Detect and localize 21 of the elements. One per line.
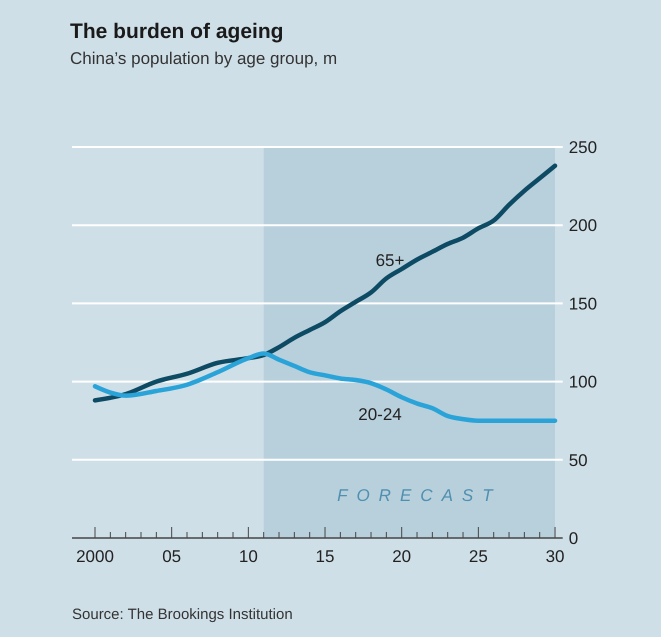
- y-tick-label: 250: [568, 138, 598, 157]
- series-label: 20-24: [358, 405, 402, 424]
- x-tick-label: 10: [238, 547, 258, 566]
- x-tick-label: 25: [468, 547, 488, 566]
- x-tick-label: 05: [162, 547, 182, 566]
- y-tick-label: 150: [568, 294, 598, 314]
- chart-subtitle: China’s population by age group, m: [70, 49, 338, 68]
- line-series: [92, 351, 558, 423]
- x-tick-label: 20: [392, 547, 412, 566]
- x-tick-label: 15: [316, 547, 334, 566]
- y-tick-label: 0: [568, 528, 578, 548]
- line-series: [92, 164, 558, 403]
- band-label: FORECAST: [337, 486, 502, 505]
- series-label: 65+: [376, 251, 404, 270]
- y-tick-label: 100: [568, 372, 598, 392]
- source-note: Source: The Brookings Institution: [72, 606, 293, 623]
- y-tick-label: 50: [568, 450, 588, 470]
- x-tick-label: 2000: [76, 547, 114, 566]
- y-tick-label: 200: [568, 216, 598, 236]
- chart-title: The burden of ageing: [70, 20, 284, 43]
- x-tick-label: 30: [546, 547, 564, 566]
